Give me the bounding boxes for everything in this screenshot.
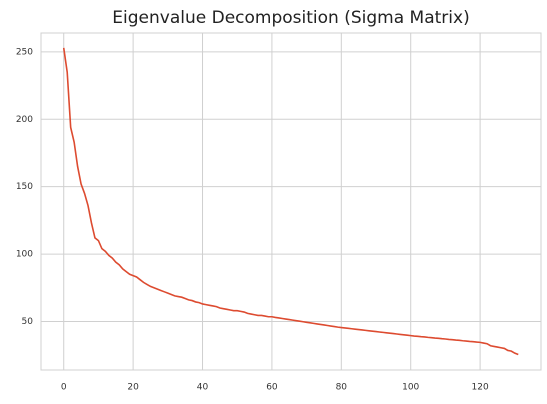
x-tick-label: 20 [127, 383, 139, 393]
y-tick-label: 200 [16, 115, 33, 125]
chart-title: Eigenvalue Decomposition (Sigma Matrix) [112, 8, 469, 28]
x-tick-label: 120 [472, 383, 489, 393]
x-tick-label: 60 [266, 383, 278, 393]
x-tick-label: 0 [61, 383, 67, 393]
x-tick-label: 80 [336, 383, 348, 393]
y-tick-label: 100 [16, 250, 33, 260]
x-tick-label: 40 [197, 383, 209, 393]
x-tick-label: 100 [402, 383, 419, 393]
y-tick-label: 250 [16, 47, 33, 57]
y-tick-label: 50 [22, 317, 34, 327]
data-line [62, 47, 519, 356]
y-tick-label: 150 [16, 182, 33, 192]
plot-frame [40, 32, 542, 371]
